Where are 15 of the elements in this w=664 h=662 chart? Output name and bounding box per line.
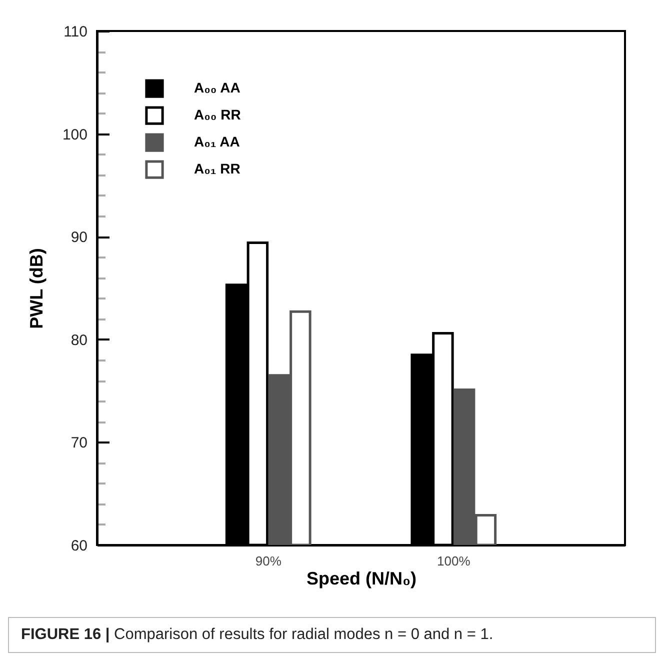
y-tick-label: 80 — [70, 332, 88, 349]
legend-label: A₀₀ AA — [194, 80, 240, 96]
x-axis-title: Speed (N/N₀) — [306, 568, 417, 588]
y-tick-label: 70 — [70, 434, 88, 452]
y-tick-label: 60 — [70, 538, 88, 554]
y-axis-title: PWL (dB) — [26, 248, 46, 329]
caption: FIGURE 16 | Comparison of results for radial modes n = 0 and n = 1. — [21, 626, 494, 644]
x-tick-label: 90% — [255, 554, 282, 568]
legend-label: A₀₀ RR — [194, 106, 241, 122]
x-tick-label: 100% — [437, 554, 471, 568]
y-tick-label: 100 — [62, 126, 88, 144]
y-tick-label: 90 — [70, 229, 88, 246]
legend-label: A₀₁ AA — [194, 134, 240, 150]
legend-label: A₀₁ RR — [194, 160, 240, 176]
y-tick-label: 110 — [64, 24, 88, 40]
